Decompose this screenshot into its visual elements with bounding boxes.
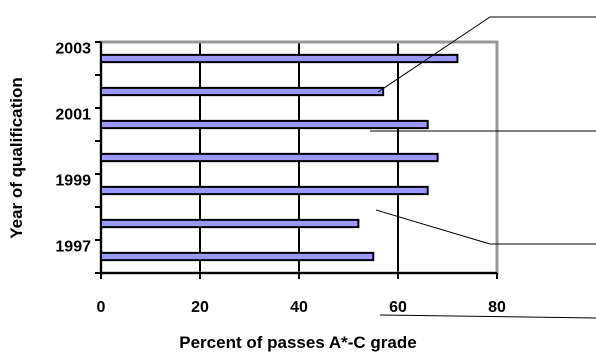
x-tick-label-60: 60 [389, 299, 407, 316]
x-tick-label-0: 0 [97, 299, 106, 316]
y-axis-label: Year of qualification [7, 77, 26, 239]
x-tick-labels: 0 20 40 60 80 [97, 299, 506, 316]
y-tick-label-1999: 1999 [55, 173, 91, 190]
y-tick-labels: 1997 1999 2001 2003 [55, 41, 91, 256]
y-tick-label-2003: 2003 [55, 41, 91, 58]
y-tick-label-1997: 1997 [55, 239, 91, 256]
bars [100, 53, 459, 262]
bar-1998 [100, 218, 360, 229]
x-tick-label-80: 80 [488, 299, 506, 316]
x-axis-label: Percent of passes A*-C grade [179, 333, 416, 352]
annotation-callouts [370, 16, 596, 319]
bar-1999 [100, 185, 429, 196]
axis-ticks [95, 41, 498, 279]
y-tick-label-2001: 2001 [55, 107, 91, 124]
x-tick-label-40: 40 [290, 299, 308, 316]
bar-2002 [100, 86, 385, 97]
callout-line-3 [375, 209, 491, 245]
x-tick-label-20: 20 [191, 299, 209, 316]
callout-line-1 [377, 16, 491, 93]
callout-line-4 [379, 314, 596, 319]
bar-1997 [100, 251, 375, 262]
bar-2000 [100, 152, 439, 163]
bar-2003 [100, 53, 459, 64]
bar-2001 [100, 119, 429, 130]
